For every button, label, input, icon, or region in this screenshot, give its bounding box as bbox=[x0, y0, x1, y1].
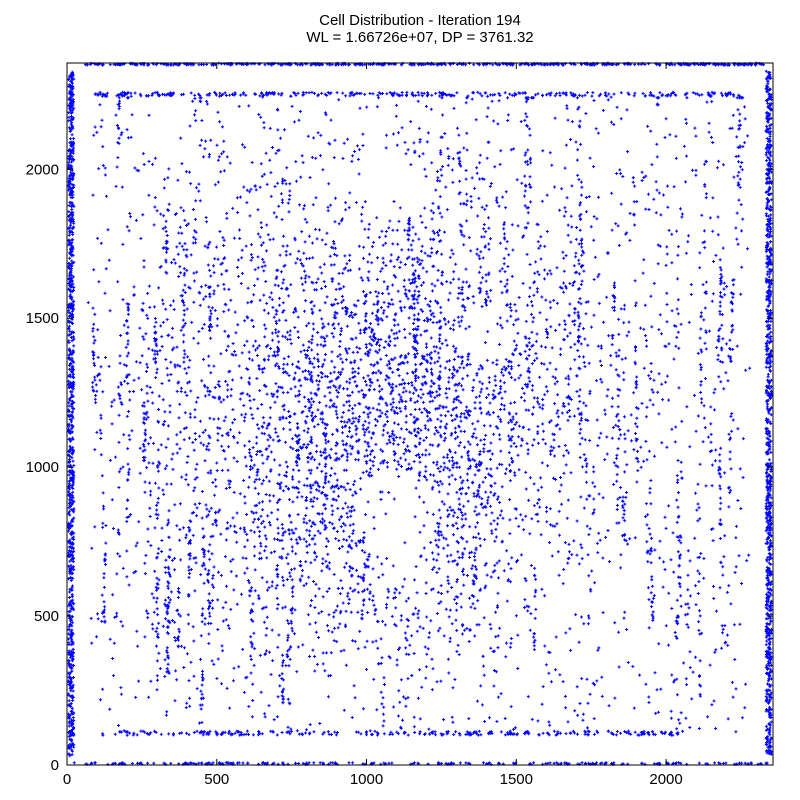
plot-area-frame bbox=[66, 62, 774, 766]
x-tick-label: 1000 bbox=[350, 771, 383, 788]
scatter-points bbox=[67, 61, 773, 766]
x-tick-label: 500 bbox=[204, 771, 229, 788]
data-points bbox=[67, 61, 773, 766]
y-tick-label: 0 bbox=[51, 757, 59, 774]
chart-title: Cell Distribution - Iteration 194 bbox=[319, 12, 521, 29]
y-tick-label: 1500 bbox=[26, 310, 59, 327]
chart-subtitle: WL = 1.66726e+07, DP = 3761.32 bbox=[306, 29, 534, 46]
x-tick-label: 2000 bbox=[649, 771, 682, 788]
x-tick-label: 1500 bbox=[500, 771, 533, 788]
axis-ticks: 0 500 1000 1500 2000 0 500 1000 1500 2000 bbox=[26, 63, 773, 788]
y-tick-label: 2000 bbox=[26, 161, 59, 178]
x-tick-label: 0 bbox=[63, 771, 71, 788]
y-tick-label: 1000 bbox=[26, 459, 59, 476]
y-tick-label: 500 bbox=[34, 608, 59, 625]
